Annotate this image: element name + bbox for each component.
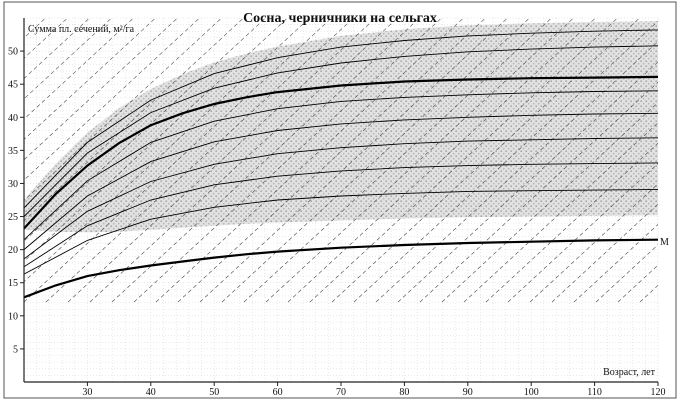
y-tick-label: 40 [8, 113, 18, 124]
hatch-line [24, 18, 90, 79]
hatch-line [67, 18, 376, 303]
x-tick-label: 30 [82, 387, 92, 398]
hatch-line [24, 18, 156, 140]
hatch-line [287, 18, 596, 303]
x-axis-label: Возраст, лет [603, 367, 656, 378]
hatch-line [24, 18, 200, 181]
hatch-line [111, 18, 420, 303]
hatch-line [595, 244, 658, 303]
hatch-line [353, 20, 658, 303]
hatch-line [89, 18, 398, 303]
y-tick-label: 50 [8, 47, 18, 58]
hatch-line [45, 18, 354, 303]
x-tick-label: 100 [524, 387, 539, 398]
hatch-line [24, 18, 178, 161]
x-tick-label: 120 [651, 387, 666, 398]
hatch-line [441, 102, 658, 303]
hatch-line [24, 18, 222, 201]
y-tick-label: 30 [8, 179, 18, 190]
series-line-1 [24, 238, 658, 299]
y-axis-label: Сумма пл. сечений, м²/га [28, 24, 135, 35]
y-tick-label: 35 [8, 146, 18, 157]
frame [3, 1, 677, 399]
hatch-line [199, 18, 508, 303]
hatch-line [155, 18, 464, 303]
x-tick-label: 80 [399, 387, 409, 398]
series-line-7 [24, 162, 658, 268]
hatch-line [24, 18, 68, 59]
hatch-line [397, 61, 658, 303]
hatch-line [419, 81, 658, 303]
series-line-0 [24, 75, 658, 230]
hatch-line [24, 18, 244, 222]
annotation-m: M [660, 237, 669, 248]
hatch-line [177, 18, 486, 303]
hatch-line [24, 18, 112, 100]
series-line-3 [24, 45, 658, 217]
x-tick-label: 90 [463, 387, 473, 398]
series-line-2 [24, 29, 658, 209]
series-line-8 [24, 188, 658, 275]
hatch-line [133, 18, 442, 303]
y-tick-label: 10 [8, 311, 18, 322]
hatch-line [529, 183, 658, 303]
hatch-line [375, 41, 658, 303]
hatch-line [221, 18, 530, 303]
chart-title: Сосна, черничники на сельгах [243, 11, 437, 26]
hatch-line [309, 18, 618, 303]
hatch-line [463, 122, 658, 303]
x-tick-label: 50 [209, 387, 219, 398]
y-tick-label: 5 [13, 344, 18, 355]
hatch-line [551, 203, 658, 303]
hatch-line [24, 18, 310, 283]
y-tick-label: 20 [8, 245, 18, 256]
y-tick-label: 15 [8, 278, 18, 289]
x-tick-label: 40 [146, 387, 156, 398]
hatch-line [485, 142, 658, 303]
shaded-region [24, 21, 658, 233]
y-tick-label: 45 [8, 80, 18, 91]
hatch-line [507, 163, 658, 303]
hatch-line [573, 224, 658, 303]
x-tick-label: 70 [336, 387, 346, 398]
series-line-4 [24, 90, 658, 241]
series-line-5 [24, 112, 658, 250]
hatch-line [24, 18, 332, 303]
hatch-line [331, 18, 640, 303]
hatch-line [24, 18, 266, 242]
y-tick-label: 25 [8, 212, 18, 223]
hatch-line [24, 18, 134, 120]
series-line-6 [24, 137, 658, 260]
x-tick-label: 60 [273, 387, 283, 398]
x-tick-label: 110 [587, 387, 602, 398]
hatch-line [662, 0, 680, 302]
